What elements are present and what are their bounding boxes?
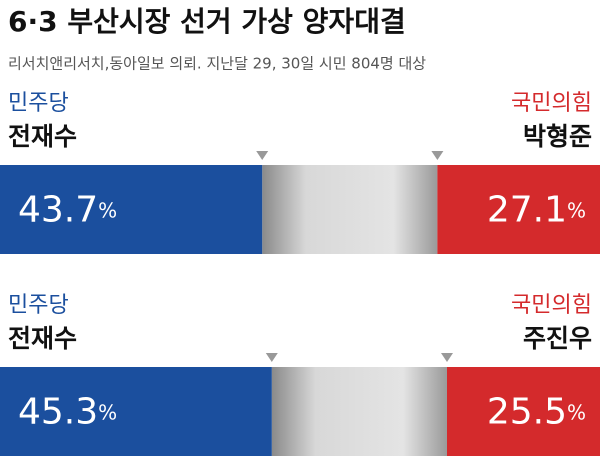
gap-band: [262, 165, 438, 254]
party-label: 민주당: [8, 91, 69, 116]
chart-subtitle: 리서치앤리서치,동아일보 의뢰. 지난달 29, 30일 시민 804명 대상: [8, 55, 426, 73]
bar: [0, 165, 263, 254]
marker: [256, 151, 269, 160]
value-label: 45.3%: [18, 392, 117, 433]
chart-title: 6·3 부산시장 선거 가상 양자대결: [8, 5, 406, 38]
candidate-label: 박형준: [523, 122, 592, 151]
gap-band: [271, 367, 447, 456]
marker: [431, 151, 444, 160]
marker: [265, 353, 278, 362]
party-label: 국민의힘: [511, 91, 592, 116]
value-label: 25.5%: [487, 392, 586, 433]
value-label: 43.7%: [18, 190, 117, 231]
bar: [0, 367, 272, 456]
bar: [447, 367, 600, 456]
value-label: 27.1%: [487, 190, 586, 231]
marker: [441, 353, 453, 362]
candidate-label: 전재수: [8, 324, 77, 353]
candidate-label: 주진우: [523, 324, 592, 353]
candidate-label: 전재수: [8, 122, 77, 151]
party-label: 국민의힘: [511, 293, 592, 318]
party-label: 민주당: [8, 293, 69, 318]
bar: [437, 165, 600, 254]
